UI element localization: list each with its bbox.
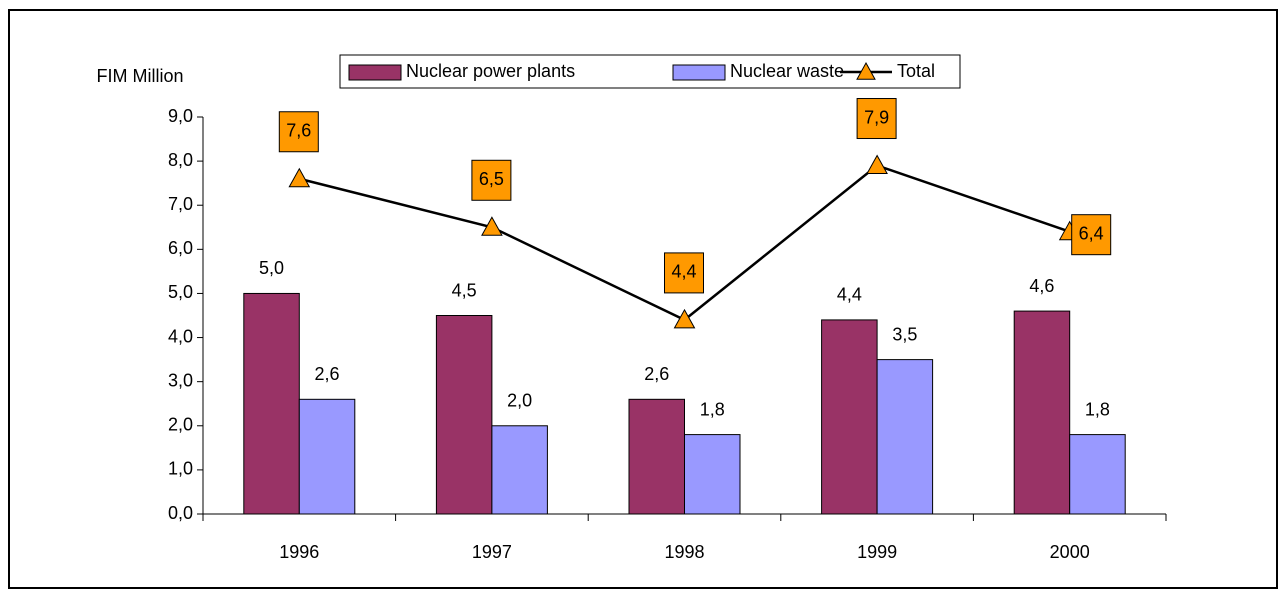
bar-value-label: 1,8 (700, 399, 725, 419)
line-marker (288, 167, 311, 188)
y-tick-label: 5,0 (168, 282, 193, 302)
y-tick-label: 6,0 (168, 238, 193, 258)
y-tick-label: 4,0 (168, 326, 193, 346)
y-tick-label: 1,0 (168, 459, 193, 479)
line-marker (866, 154, 888, 175)
line-value-label: 7,9 (864, 107, 889, 127)
y-tick-label: 8,0 (168, 150, 193, 170)
bar (1069, 434, 1126, 515)
value-label-box (471, 159, 512, 201)
y-tick-label: 3,0 (168, 370, 193, 390)
bar-value-label: 3,5 (892, 324, 917, 344)
bar-value-label: 4,4 (837, 285, 862, 305)
bar-value-label: 2,6 (644, 364, 669, 384)
x-tick-label: 2000 (1050, 542, 1090, 562)
bar (298, 398, 356, 515)
legend-label: Nuclear power plants (406, 61, 575, 81)
bar (876, 359, 934, 515)
bar-value-label: 2,6 (315, 364, 340, 384)
bar (435, 315, 493, 515)
value-label-box (278, 111, 319, 153)
value-label-box (856, 98, 897, 140)
line-value-label: 6,4 (1079, 223, 1104, 243)
bar (684, 434, 741, 515)
line-value-label: 7,6 (286, 121, 311, 141)
x-tick-label: 1999 (857, 542, 897, 562)
legend-swatch (348, 64, 402, 81)
bar (821, 319, 878, 515)
legend-label: Total (897, 61, 935, 81)
y-tick-label: 2,0 (168, 415, 193, 435)
y-tick-label: 7,0 (168, 194, 193, 214)
value-label-box (664, 252, 704, 294)
line-value-label: 6,5 (479, 169, 504, 189)
legend-marker (856, 61, 876, 80)
bar-value-label: 4,6 (1029, 276, 1054, 296)
y-tick-label: 0,0 (168, 503, 193, 523)
bar (491, 425, 548, 515)
line-marker (481, 216, 503, 236)
x-tick-label: 1997 (472, 542, 512, 562)
x-tick-label: 1996 (279, 542, 319, 562)
bar (1013, 310, 1071, 515)
line-marker (673, 308, 696, 329)
y-axis-label: FIM Million (96, 66, 183, 86)
x-tick-label: 1998 (664, 542, 704, 562)
bar-value-label: 4,5 (452, 280, 477, 300)
bar-value-label: 5,0 (259, 258, 284, 278)
bar-value-label: 2,0 (507, 391, 532, 411)
bar (628, 398, 685, 515)
y-tick-label: 9,0 (168, 106, 193, 126)
line-value-label: 4,4 (671, 262, 696, 282)
legend-label: Nuclear waste (730, 61, 844, 81)
legend-swatch (672, 64, 726, 81)
bar (243, 292, 300, 515)
bar-value-label: 1,8 (1085, 399, 1110, 419)
value-label-box (1071, 214, 1112, 256)
